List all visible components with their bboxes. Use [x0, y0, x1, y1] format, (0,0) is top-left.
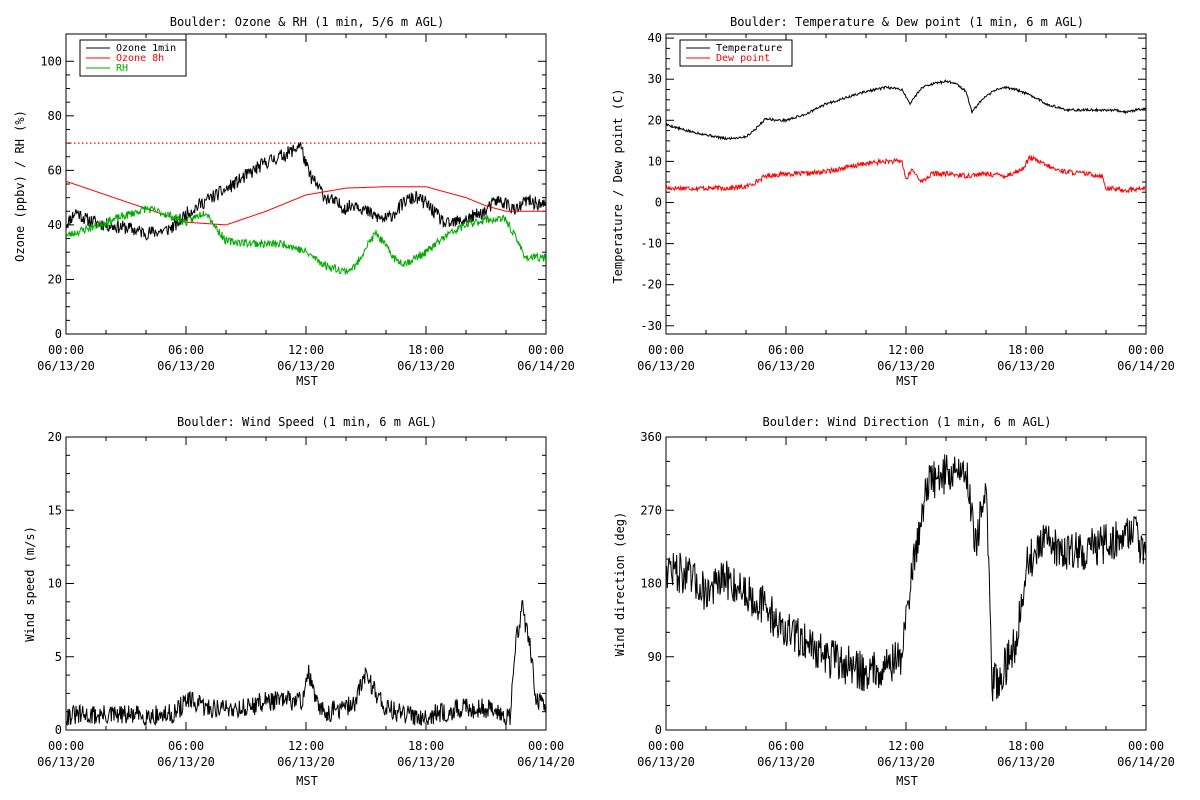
x-tick-label-time: 00:00	[48, 343, 84, 357]
series-line-rh	[66, 205, 546, 275]
x-tick-label-time: 00:00	[528, 343, 564, 357]
series-line-temperature	[666, 79, 1146, 141]
x-tick-label-time: 18:00	[408, 739, 444, 753]
ozone-rh-panel: Boulder: Ozone & RH (1 min, 5/6 m AGL) M…	[13, 15, 575, 388]
wind-direction-panel: Boulder: Wind Direction (1 min, 6 m AGL)…	[613, 415, 1175, 788]
y-tick-label: 15	[48, 503, 62, 517]
y-tick-label: 20	[48, 272, 62, 286]
x-axis-label: MST	[896, 374, 918, 388]
x-tick-label-date: 06/14/20	[1117, 359, 1175, 373]
x-tick-label-time: 00:00	[528, 739, 564, 753]
x-tick-label-time: 00:00	[1128, 343, 1164, 357]
legend-label: Temperature	[716, 43, 782, 54]
x-tick-label-time: 06:00	[768, 739, 804, 753]
plot-frame	[665, 436, 1147, 731]
y-tick-label: -30	[640, 319, 662, 333]
x-tick-label-time: 18:00	[408, 343, 444, 357]
chart-title: Boulder: Temperature & Dew point (1 min,…	[730, 15, 1084, 29]
x-tick-label-time: 00:00	[1128, 739, 1164, 753]
y-tick-label: 90	[648, 650, 662, 664]
temperature-dewpoint-panel: Boulder: Temperature & Dew point (1 min,…	[611, 15, 1175, 388]
y-axis-label: Temperature / Dew point (C)	[611, 88, 625, 283]
x-tick-label-date: 06/13/20	[997, 755, 1055, 769]
y-tick-label: 10	[648, 154, 662, 168]
x-axis-label: MST	[896, 774, 918, 788]
x-tick-label-date: 06/13/20	[637, 359, 695, 373]
y-tick-label: 270	[640, 503, 662, 517]
y-axis-label: Wind direction (deg)	[613, 512, 627, 657]
y-tick-label: 0	[655, 195, 662, 209]
x-tick-label-time: 06:00	[768, 343, 804, 357]
y-tick-label: 5	[55, 650, 62, 664]
x-tick-label-date: 06/13/20	[757, 755, 815, 769]
y-tick-label: 20	[648, 113, 662, 127]
x-tick-label-time: 00:00	[48, 739, 84, 753]
x-tick-label-date: 06/13/20	[37, 755, 95, 769]
x-tick-label-time: 18:00	[1008, 343, 1044, 357]
y-axis-label: Wind speed (m/s)	[23, 526, 37, 642]
x-tick-label-date: 06/13/20	[397, 359, 455, 373]
legend-label: Dew point	[716, 53, 770, 64]
x-tick-label-date: 06/13/20	[637, 755, 695, 769]
x-tick-label-time: 06:00	[168, 343, 204, 357]
x-tick-label-date: 06/13/20	[877, 755, 935, 769]
legend-label: Ozone 1min	[116, 43, 176, 54]
x-tick-label-time: 12:00	[288, 739, 324, 753]
x-tick-label-date: 06/13/20	[997, 359, 1055, 373]
y-tick-label: 360	[640, 430, 662, 444]
y-tick-label: 100	[40, 54, 62, 68]
chart-title: Boulder: Wind Direction (1 min, 6 m AGL)	[763, 415, 1052, 429]
plot-frame	[65, 33, 547, 335]
x-tick-label-date: 06/13/20	[877, 359, 935, 373]
series-line-data	[666, 454, 1146, 702]
x-tick-label-date: 06/14/20	[517, 755, 575, 769]
y-axis-label: Ozone (ppbv) / RH (%)	[13, 110, 27, 262]
x-tick-label-date: 06/13/20	[757, 359, 815, 373]
y-tick-label: 30	[648, 72, 662, 86]
chart-title: Boulder: Wind Speed (1 min, 6 m AGL)	[177, 415, 437, 429]
series-line-dew-point	[666, 154, 1146, 194]
x-tick-label-date: 06/13/20	[157, 359, 215, 373]
y-tick-label: 180	[640, 577, 662, 591]
x-tick-label-date: 06/13/20	[277, 755, 335, 769]
legend-label: RH	[116, 63, 128, 74]
y-tick-label: 40	[648, 31, 662, 45]
x-tick-label-date: 06/13/20	[37, 359, 95, 373]
x-tick-label-date: 06/13/20	[157, 755, 215, 769]
wind-speed-panel: Boulder: Wind Speed (1 min, 6 m AGL) MST…	[23, 415, 575, 788]
x-tick-label-date: 06/14/20	[517, 359, 575, 373]
plot-frame	[65, 436, 547, 731]
y-tick-label: 0	[55, 327, 62, 341]
plot-frame	[665, 33, 1147, 335]
y-tick-label: 40	[48, 218, 62, 232]
y-tick-label: -10	[640, 237, 662, 251]
y-tick-label: 10	[48, 577, 62, 591]
y-tick-label: 20	[48, 430, 62, 444]
y-tick-label: 60	[48, 163, 62, 177]
x-tick-label-time: 06:00	[168, 739, 204, 753]
series-line-data	[66, 600, 546, 727]
x-tick-label-time: 12:00	[888, 739, 924, 753]
legend-label: Ozone 8h	[116, 53, 164, 64]
y-tick-label: 0	[655, 723, 662, 737]
x-tick-label-time: 00:00	[648, 739, 684, 753]
legend-box	[679, 39, 793, 67]
y-tick-label: 80	[48, 109, 62, 123]
x-tick-label-time: 12:00	[288, 343, 324, 357]
x-tick-label-date: 06/13/20	[397, 755, 455, 769]
series-line-ozone-1min	[66, 142, 546, 241]
x-tick-label-time: 18:00	[1008, 739, 1044, 753]
x-tick-label-date: 06/14/20	[1117, 755, 1175, 769]
y-tick-label: -20	[640, 278, 662, 292]
x-tick-label-date: 06/13/20	[277, 359, 335, 373]
chart-title: Boulder: Ozone & RH (1 min, 5/6 m AGL)	[170, 15, 445, 29]
x-tick-label-time: 12:00	[888, 343, 924, 357]
x-axis-label: MST	[296, 374, 318, 388]
y-tick-label: 0	[55, 723, 62, 737]
x-axis-label: MST	[296, 774, 318, 788]
x-tick-label-time: 00:00	[648, 343, 684, 357]
